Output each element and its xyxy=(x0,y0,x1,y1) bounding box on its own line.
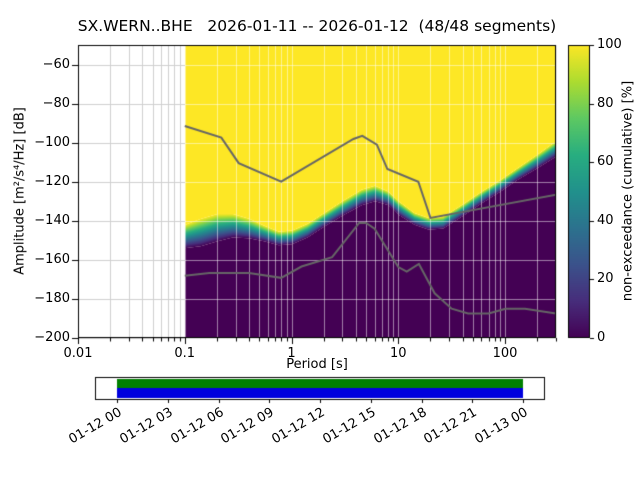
x-axis-label: Period [s] xyxy=(286,357,348,372)
y-axis-label: Amplitude [m²/s⁴/Hz] [dB] xyxy=(12,107,28,275)
plot-title: SX.WERN..BHE 2026-01-11 -- 2026-01-12 (4… xyxy=(77,17,557,35)
colorbar-label: non-exceedance (cumulative) [%] xyxy=(620,80,636,302)
